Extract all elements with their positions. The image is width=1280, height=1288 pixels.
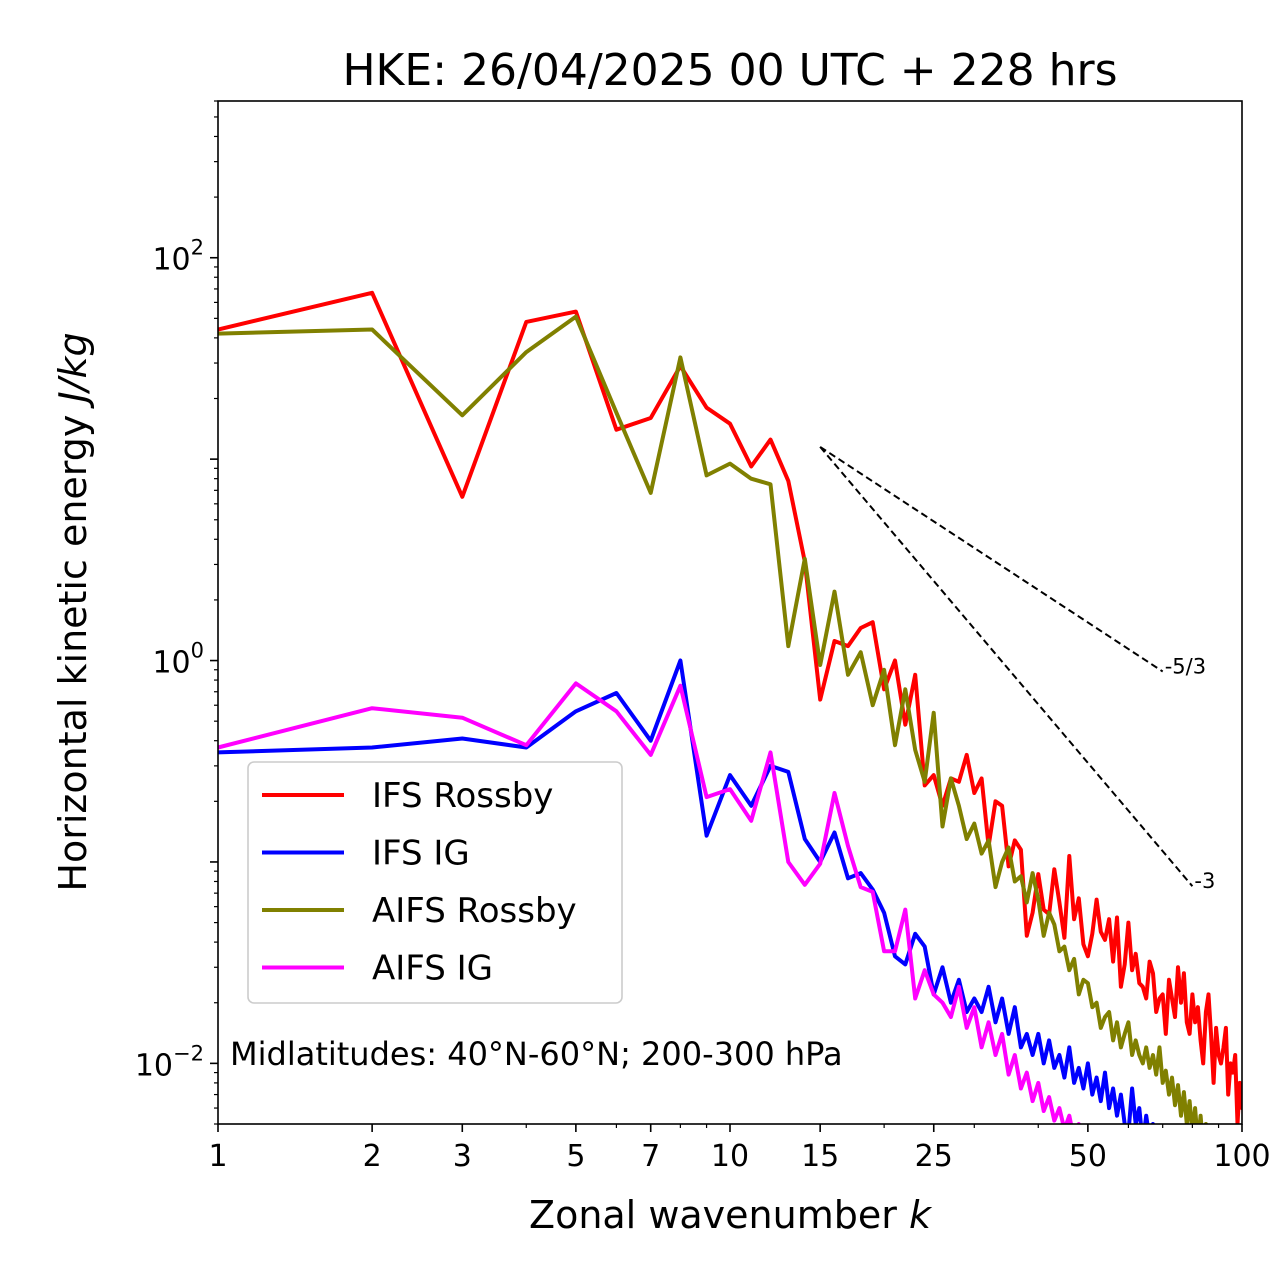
x-axis-label: Zonal wavenumber k: [529, 1193, 933, 1237]
legend-label-aifs-rossby: AIFS Rossby: [372, 891, 577, 931]
x-tick-label: 7: [641, 1139, 660, 1174]
y-axis-label: Horizontal kinetic energy J/kg: [51, 332, 95, 891]
x-tick-label: 50: [1069, 1139, 1107, 1174]
y-tick-base: 10: [152, 243, 190, 278]
slope-line-5-3: [819, 446, 1164, 673]
x-tick-label: 2: [363, 1139, 382, 1174]
series-line-ifs-rossby: [218, 290, 1242, 1124]
y-tick-base: 10: [135, 1048, 173, 1083]
y-tick-exponent: −2: [173, 1041, 204, 1065]
y-axis-label-unit: J/kg: [51, 332, 95, 409]
series-line-aifs-ig: [218, 681, 1081, 1124]
slope-labels: -5/3 -3: [1165, 654, 1216, 893]
legend-items: IFS Rossby IFS IG AIFS Rossby AIFS IG: [262, 776, 577, 989]
x-axis-ticks: 1 2 3 5 7 10 15 25 50 100: [208, 1124, 1271, 1174]
reference-lines: [819, 446, 1194, 887]
x-tick-label: 3: [453, 1139, 472, 1174]
y-tick-base: 10: [152, 646, 190, 681]
x-tick-label: 5: [566, 1139, 585, 1174]
x-axis-label-symbol: k: [909, 1193, 933, 1237]
x-tick-label: 25: [915, 1139, 953, 1174]
x-tick-label: 15: [801, 1139, 839, 1174]
y-axis-label-text: Horizontal kinetic energy: [51, 403, 95, 892]
y-tick-exponent: 0: [191, 639, 204, 663]
chart-title: HKE: 26/04/2025 00 UTC + 228 hrs: [342, 45, 1117, 96]
y-tick-label: 102: [152, 236, 204, 278]
slope-label-5-3: -5/3: [1165, 654, 1206, 678]
legend-label-ifs-rossby: IFS Rossby: [372, 776, 553, 816]
x-tick-label: 10: [711, 1139, 749, 1174]
x-tick-label: 100: [1213, 1139, 1270, 1174]
x-axis-label-text: Zonal wavenumber: [529, 1193, 909, 1237]
y-tick-label: 100: [152, 639, 204, 681]
legend: IFS Rossby IFS IG AIFS Rossby AIFS IG: [247, 761, 623, 1004]
slope-line-3: [819, 446, 1194, 887]
series-lines: [218, 290, 1242, 1124]
legend-box: [247, 761, 623, 1004]
y-tick-label: 10−2: [135, 1041, 204, 1083]
slope-label-3: -3: [1194, 869, 1215, 893]
x-tick-label: 1: [208, 1139, 227, 1174]
series-line-ifs-ig: [218, 658, 1156, 1124]
legend-label-aifs-ig: AIFS IG: [372, 949, 493, 989]
legend-label-ifs-ig: IFS IG: [372, 834, 470, 874]
series-line-aifs-rossby: [218, 314, 1208, 1124]
y-tick-exponent: 2: [191, 236, 204, 260]
region-annotation: Midlatitudes: 40°N-60°N; 200-300 hPa: [230, 1035, 843, 1073]
